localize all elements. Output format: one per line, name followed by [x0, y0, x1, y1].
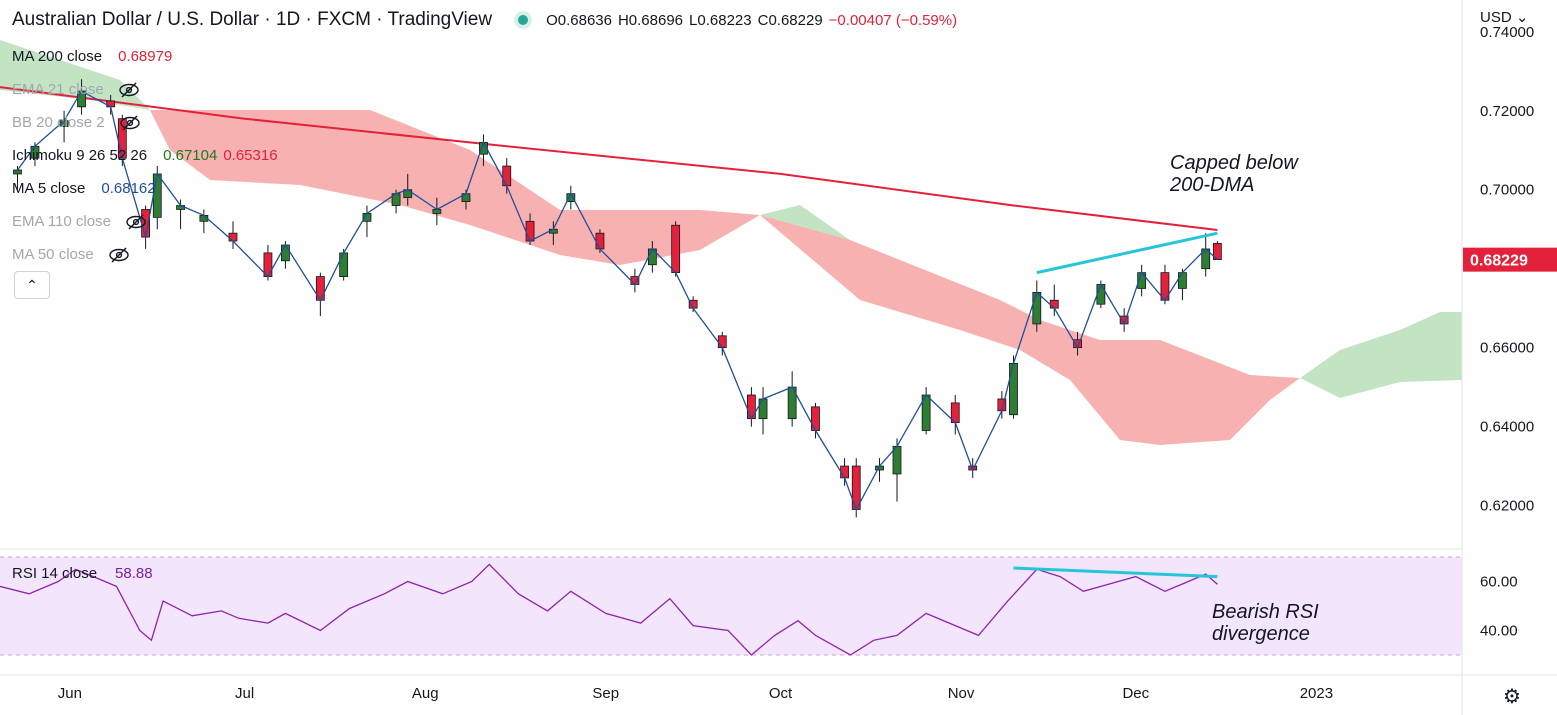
indicator-name: EMA 110 close: [12, 213, 111, 230]
close-value: C0.68229: [757, 11, 823, 29]
candle-body: [1096, 284, 1106, 305]
chart-header: Australian Dollar / U.S. Dollar · 1D · F…: [12, 7, 957, 33]
high-value: H0.68696: [617, 11, 684, 29]
candle-body: [758, 398, 768, 420]
rsi-value: 58.88: [115, 565, 153, 582]
annotation-capped: Capped below 200-DMA: [1170, 152, 1298, 196]
indicator-name: MA 50 close: [12, 246, 94, 263]
change-value: −0.00407 (−0.59%): [828, 11, 958, 29]
ichimoku-cloud-segment: [1300, 312, 1462, 398]
annotation-rsi-divergence: Bearish RSI divergence: [1212, 601, 1319, 645]
chevron-up-icon: ⌃: [26, 276, 38, 293]
indicator-legend: MA 200 close 0.68979 EMA 21 close BB 20 …: [12, 40, 278, 271]
indicator-name: Ichimoku 9 26 52 26: [12, 147, 148, 164]
price-tick-label: 0.72000: [1480, 103, 1534, 120]
indicator-name: MA 200 close: [12, 48, 103, 65]
legend-ema110[interactable]: EMA 110 close: [12, 205, 278, 238]
rsi-name: RSI 14 close: [12, 565, 98, 582]
candle-body: [525, 220, 535, 242]
price-tick-label: 0.74000: [1480, 24, 1534, 41]
indicator-name: BB 20 close 2: [12, 114, 105, 131]
candle: [671, 221, 681, 277]
ma5-line: [16, 90, 1218, 512]
ma200-line: [0, 86, 1218, 231]
price-tick-label: 0.64000: [1480, 419, 1534, 436]
market-status-icon[interactable]: [518, 15, 529, 25]
time-tick-label: Sep: [592, 685, 619, 702]
rsi-tick-label: 60.00: [1480, 574, 1518, 591]
time-tick-label: 2023: [1300, 685, 1333, 702]
resistance-trendline[interactable]: [1036, 231, 1218, 275]
rsi-band: [0, 557, 1462, 655]
time-tick-label: Oct: [769, 685, 793, 702]
rsi-tick-label: 40.00: [1480, 623, 1518, 640]
indicator-name: MA 5 close: [12, 180, 86, 197]
symbol-title[interactable]: Australian Dollar / U.S. Dollar · 1D · F…: [12, 9, 493, 30]
price-tick-label: 0.66000: [1480, 340, 1534, 357]
eye-crossed-icon[interactable]: [125, 214, 147, 230]
indicator-value: 0.68162: [101, 180, 156, 197]
ichimoku-cloud-segment: [150, 110, 1300, 445]
annotation-line: Bearish RSI: [1212, 601, 1319, 623]
price-tick-label: 0.62000: [1480, 498, 1534, 515]
indicator-value: 0.68979: [118, 48, 173, 65]
candle-body: [811, 406, 820, 431]
annotation-line: divergence: [1212, 623, 1310, 645]
low-value: L0.68223: [689, 11, 752, 29]
time-tick-label: Nov: [948, 685, 975, 702]
time-tick-label: Jun: [58, 685, 82, 702]
current-price-label: 0.68229: [1470, 253, 1528, 270]
legend-bb20[interactable]: BB 20 close 2: [12, 106, 278, 139]
legend-ma200[interactable]: MA 200 close 0.68979: [12, 40, 278, 73]
candle-body: [1032, 291, 1042, 325]
current-price-badge: [1463, 247, 1557, 272]
candle-body: [892, 445, 902, 475]
candle-body: [1178, 272, 1187, 289]
candle-body: [13, 169, 22, 175]
candle-body: [840, 465, 849, 479]
chevron-down-icon: ⌄: [1515, 9, 1529, 26]
currency-label: USD: [1480, 9, 1512, 26]
candle-body: [1049, 299, 1059, 309]
indicator-value-2: 0.65316: [223, 147, 278, 164]
rsi-divergence-trendline[interactable]: [1013, 566, 1218, 579]
ohlc-readout: O0.68636 H0.68696 L0.68223 C0.68229 −0.0…: [546, 12, 957, 29]
settings-gear-icon[interactable]: ⚙: [1503, 686, 1521, 708]
legend-ichimoku[interactable]: Ichimoku 9 26 52 26 0.67104 0.65316: [12, 139, 278, 172]
legend-ma5[interactable]: MA 5 close 0.68162: [12, 172, 278, 205]
candle-body: [595, 232, 605, 250]
candle: [13, 166, 22, 190]
candle-body: [281, 244, 290, 262]
eye-crossed-icon[interactable]: [108, 247, 130, 263]
rsi-pane: [0, 556, 1462, 656]
time-tick-label: Aug: [412, 685, 439, 702]
indicator-value: 0.67104: [163, 147, 218, 164]
annotation-line: Capped below: [1170, 152, 1298, 174]
indicator-name: EMA 21 close: [12, 81, 104, 98]
annotation-line: 200-DMA: [1170, 174, 1255, 196]
candle-body: [339, 252, 349, 277]
legend-ma50[interactable]: MA 50 close: [12, 238, 278, 271]
collapse-legend-button[interactable]: ⌃: [14, 271, 50, 299]
currency-selector[interactable]: USD ⌄: [1480, 8, 1528, 26]
open-value: O0.68636: [546, 11, 612, 29]
eye-crossed-icon[interactable]: [118, 82, 140, 98]
candle-body: [1009, 363, 1018, 416]
candle-body: [717, 335, 727, 349]
time-tick-label: Dec: [1122, 685, 1149, 702]
eye-crossed-icon[interactable]: [119, 115, 141, 131]
candle-body: [671, 224, 681, 274]
rsi-legend[interactable]: RSI 14 close 58.88: [12, 565, 153, 582]
ichimoku-cloud-segment: [760, 205, 850, 240]
candle-body: [502, 165, 512, 187]
time-tick-label: Jul: [235, 685, 254, 702]
legend-ema21[interactable]: EMA 21 close: [12, 73, 278, 106]
price-tick-label: 0.70000: [1480, 182, 1534, 199]
